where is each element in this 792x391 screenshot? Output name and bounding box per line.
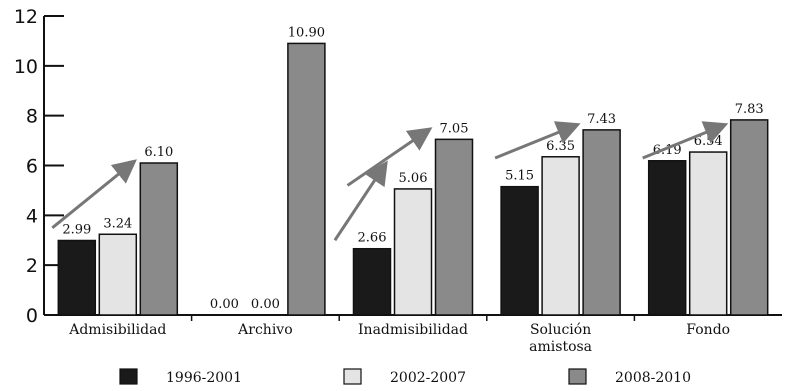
legend: 1996-2001 2002-2007 2008-2010: [119, 368, 691, 386]
trend-arrow: [494, 121, 581, 160]
bar: [98, 233, 138, 316]
legend-label: 1996-2001: [166, 370, 242, 386]
bar: [688, 151, 728, 316]
bar: [57, 239, 97, 316]
y-tick-label: 2: [26, 255, 38, 277]
data-label: 0.00: [251, 297, 280, 312]
trend-arrow: [51, 159, 137, 229]
data-label: 6.10: [144, 145, 173, 160]
x-category-label: Admisibilidad: [68, 322, 166, 338]
bars: [57, 42, 769, 316]
y-tick-label: 8: [26, 106, 38, 128]
data-label: 10.90: [288, 25, 325, 40]
trend-arrows: [51, 121, 729, 242]
x-category-label: Inadmisibilidad: [358, 322, 468, 338]
trend-arrow: [346, 127, 433, 187]
data-label: 5.15: [505, 169, 534, 184]
legend-label: 2002-2007: [390, 370, 466, 386]
bar: [352, 247, 392, 316]
x-category-label: Archivo: [237, 322, 292, 338]
y-tick-label: 6: [26, 156, 38, 178]
data-label: 5.06: [399, 171, 428, 186]
bar: [393, 188, 433, 316]
legend-swatch: [343, 368, 362, 385]
legend-swatch: [119, 368, 138, 385]
x-category-label: Solución: [530, 322, 591, 338]
data-label: 6.35: [546, 139, 575, 154]
bar: [729, 119, 769, 316]
y-tick-label: 10: [14, 56, 38, 78]
bar: [287, 42, 326, 316]
x-category-label: Fondo: [686, 322, 730, 338]
data-label: 7.05: [440, 121, 469, 136]
bar: [647, 160, 687, 316]
legend-swatch: [568, 368, 587, 385]
bar: [582, 129, 621, 316]
trend-arrow: [642, 121, 729, 160]
y-tick-label: 12: [14, 6, 38, 28]
data-label: 2.99: [62, 222, 91, 237]
legend-label: 2008-2010: [615, 370, 691, 386]
x-axis: Admisibilidad Archivo Inadmisibilidad Soluc…: [44, 314, 782, 355]
data-label: 7.83: [735, 102, 764, 117]
y-tick-label: 4: [26, 205, 38, 227]
y-axis: 0 2 4 6 8 10 12: [14, 6, 64, 327]
data-label: 2.66: [358, 231, 387, 246]
data-label: 0.00: [210, 297, 239, 312]
x-category-label: amistosa: [529, 339, 592, 355]
bar: [500, 185, 539, 316]
bar: [139, 162, 179, 316]
bar: [434, 138, 474, 316]
trend-arrow: [333, 160, 388, 242]
bar: [541, 156, 580, 316]
y-tick-label: 0: [26, 305, 38, 327]
data-label: 7.43: [587, 112, 616, 127]
data-label: 3.24: [103, 216, 132, 231]
